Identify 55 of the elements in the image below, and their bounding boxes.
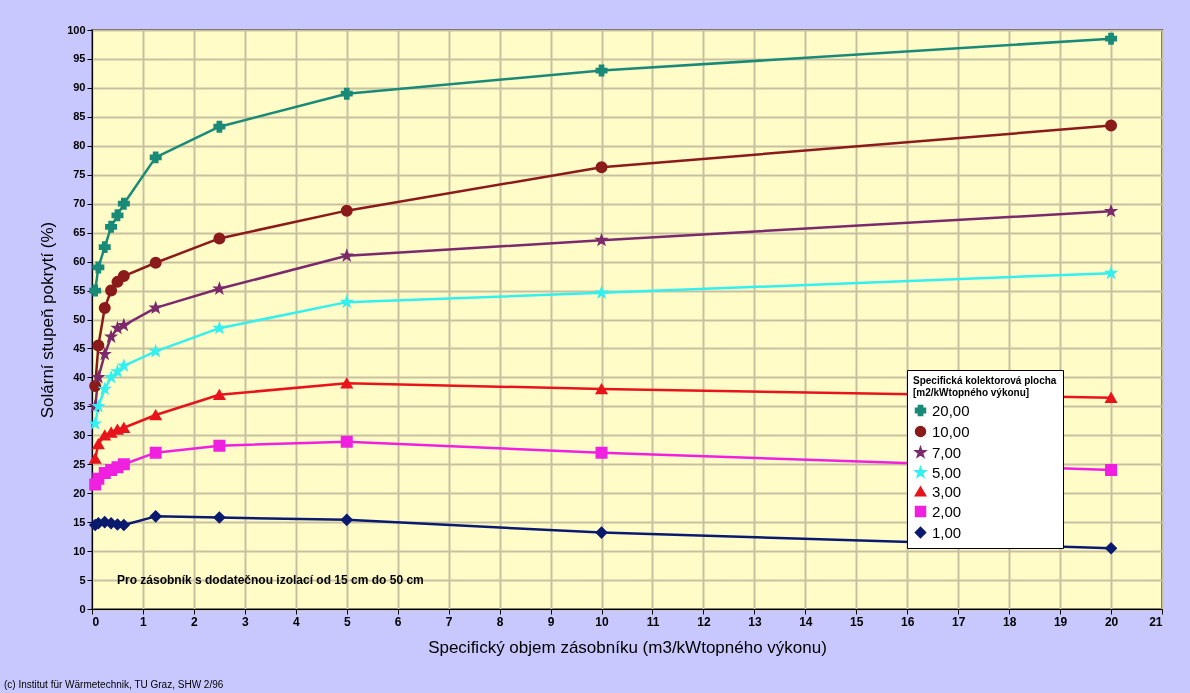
x-tick-label: 20: [1104, 614, 1119, 629]
y-tick-label: 95: [73, 52, 86, 65]
y-tick-label: 100: [67, 23, 86, 36]
legend-label: 5,00: [932, 463, 962, 481]
legend-label: 10,00: [932, 422, 970, 440]
x-tick-label: 8: [496, 614, 504, 629]
x-tick-label: 19: [1053, 614, 1068, 629]
x-tick-label: 3: [242, 614, 250, 629]
y-tick-label: 5: [79, 573, 86, 586]
x-tick-label: 11: [646, 614, 660, 629]
x-tick-label: 10: [595, 614, 610, 629]
y-tick-label: 25: [73, 457, 86, 470]
x-tick-label: 13: [748, 614, 762, 629]
legend-label: 2,00: [932, 502, 962, 520]
y-tick-label: 55: [73, 284, 86, 297]
y-tick-label: 75: [73, 168, 86, 181]
text: (c) Institut für Wärmetechnik, TU Graz, SHW 2/96: [4, 679, 224, 690]
y-tick-label: 80: [73, 139, 86, 152]
y-tick-label: 60: [73, 255, 86, 268]
x-axis-title: Specifický objem zásobníku (m3/kWtopného výkonu): [428, 637, 827, 657]
y-tick-label: 0: [79, 602, 86, 615]
x-tick-label: 14: [799, 614, 813, 629]
x-tick-label: 17: [952, 614, 966, 629]
y-tick-label: 40: [73, 370, 86, 383]
x-tick-label: 0: [92, 614, 100, 629]
x-tick-label: 16: [901, 614, 915, 629]
x-tick-label: 18: [1002, 614, 1017, 629]
y-tick-label: 85: [73, 110, 86, 123]
y-tick-label: 30: [73, 428, 86, 441]
x-tick-label: 9: [547, 614, 555, 629]
y-tick-label: 15: [73, 515, 86, 528]
x-tick-label: 12: [697, 614, 711, 629]
x-tick-label: 6: [394, 614, 402, 629]
legend-label: 20,00: [932, 401, 970, 419]
y-tick-label: 35: [73, 399, 86, 412]
y-tick-label: 45: [73, 341, 86, 354]
y-tick-label: 65: [73, 226, 86, 239]
x-tick-label: 15: [850, 614, 864, 629]
y-tick-label: 70: [73, 197, 86, 210]
legend-label: 7,00: [932, 443, 962, 461]
legend-label: 3,00: [932, 482, 962, 500]
y-tick-label: 50: [73, 313, 86, 325]
legend-label: 1,00: [932, 523, 962, 541]
annotation: Pro zásobník s dodatečnou izolací od 15 cm do 50 cm: [117, 573, 424, 587]
legend-title: Specifická kolektorová plocha [m2/kWtopného výkonu]: [913, 375, 1057, 398]
y-tick-label: 10: [73, 544, 86, 557]
x-tick-label: 7: [445, 614, 453, 629]
y-tick-label: 90: [73, 81, 86, 94]
x-tick-label: 1: [140, 614, 148, 629]
x-tick-label: 5: [343, 614, 351, 629]
y-axis-title: Solární stupeň pokrytí (%): [38, 221, 58, 419]
x-tick-label: 21: [1149, 614, 1163, 629]
x-tick-label: 4: [292, 614, 300, 629]
x-tick-label: 2: [191, 614, 199, 629]
y-tick-label: 20: [73, 486, 86, 499]
